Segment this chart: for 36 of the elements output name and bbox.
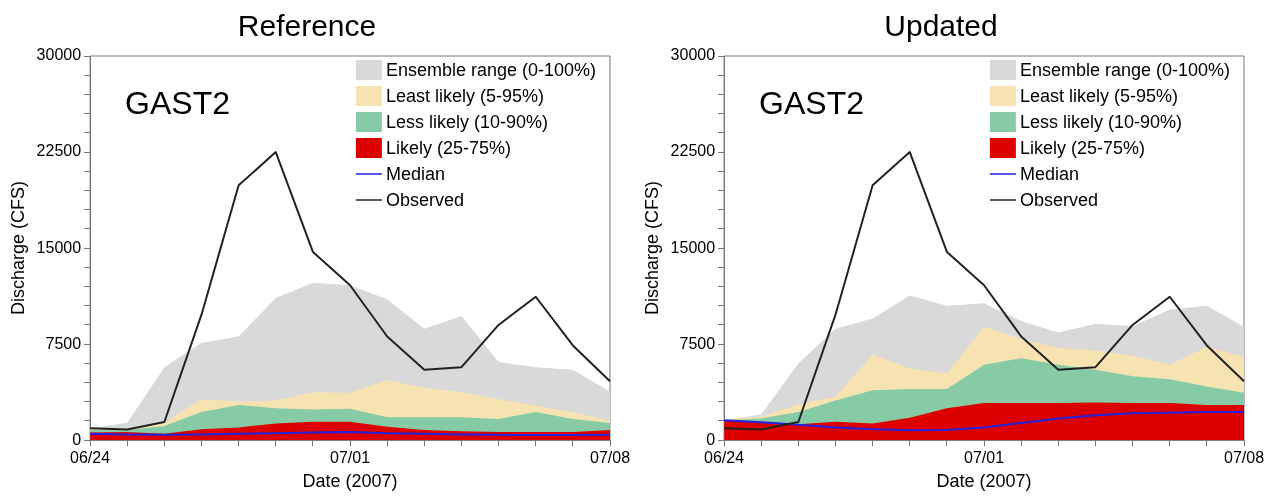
annotation: GAST2 bbox=[125, 85, 231, 121]
chart-title: Reference bbox=[237, 9, 377, 43]
annotation: GAST2 bbox=[759, 85, 865, 121]
x-tick-label: 07/01 bbox=[330, 449, 371, 467]
legend-label: Median bbox=[1019, 163, 1079, 184]
y-tick-label: 22500 bbox=[670, 142, 716, 160]
y-axis-title: Discharge (CFS) bbox=[641, 181, 662, 316]
x-tick-label: 07/01 bbox=[964, 449, 1005, 467]
y-tick-label: 30000 bbox=[36, 46, 82, 64]
legend-label: Less likely (10-90%) bbox=[1019, 111, 1182, 132]
x-tick-label: 06/24 bbox=[70, 449, 111, 467]
legend-label: Ensemble range (0-100%) bbox=[385, 59, 597, 80]
legend-label: Likely (25-75%) bbox=[385, 137, 511, 158]
y-tick-label: 0 bbox=[706, 430, 716, 448]
x-tick-label: 07/08 bbox=[589, 449, 631, 467]
y-axis-title: Discharge (CFS) bbox=[7, 181, 28, 316]
y-tick-label: 15000 bbox=[670, 238, 716, 256]
legend-label: Observed bbox=[1019, 189, 1098, 210]
legend-label: Median bbox=[385, 163, 445, 184]
x-tick-label: 07/08 bbox=[1223, 449, 1265, 467]
y-tick-label: 0 bbox=[72, 430, 82, 448]
y-tick-label: 15000 bbox=[36, 238, 82, 256]
legend-label: Least likely (5-95%) bbox=[385, 85, 544, 106]
y-tick-label: 7500 bbox=[679, 334, 716, 352]
x-tick-label: 06/24 bbox=[704, 449, 745, 467]
legend-label: Likely (25-75%) bbox=[1019, 137, 1145, 158]
legend-label: Least likely (5-95%) bbox=[1019, 85, 1178, 106]
chart-title: Updated bbox=[884, 9, 998, 43]
y-tick-label: 7500 bbox=[45, 334, 82, 352]
legend-label: Observed bbox=[385, 189, 464, 210]
x-axis-title: Date (2007) bbox=[936, 471, 1032, 492]
legend-label: Less likely (10-90%) bbox=[385, 111, 548, 132]
x-axis-title: Date (2007) bbox=[302, 471, 398, 492]
legend-label: Ensemble range (0-100%) bbox=[1019, 59, 1231, 80]
y-tick-label: 30000 bbox=[670, 46, 716, 64]
y-tick-label: 22500 bbox=[36, 142, 82, 160]
